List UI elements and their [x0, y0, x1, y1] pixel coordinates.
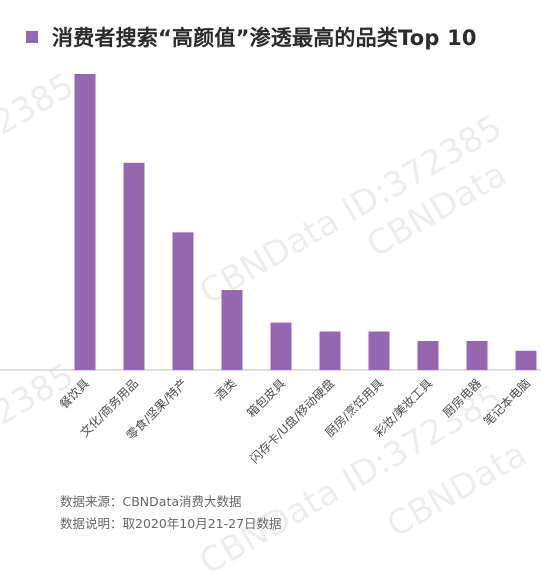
bar-9 — [466, 340, 488, 370]
bar-5 — [270, 322, 292, 370]
bar-6 — [319, 331, 341, 370]
bar-7 — [368, 331, 390, 370]
data-period-note: 数据说明：取2020年10月21-27日数据 — [60, 516, 282, 531]
x-tick-label: 餐饮具 — [56, 376, 92, 412]
x-tick-label: 箱包皮具 — [244, 376, 289, 421]
x-tick-label: 闪存卡/U盘/移动硬盘 — [247, 376, 337, 466]
legend-swatch — [26, 31, 38, 43]
x-tick-label: 厨房电器 — [440, 376, 485, 421]
bar-3 — [172, 232, 194, 370]
footnotes: 数据来源：CBNData消费大数据 数据说明：取2020年10月21-27日数据 — [60, 491, 282, 535]
data-source-note: 数据来源：CBNData消费大数据 — [60, 494, 242, 509]
chart-header: 消费者搜索“高颜值”渗透最高的品类Top 10 — [26, 22, 477, 52]
bar-1 — [74, 74, 96, 370]
chart-title: 消费者搜索“高颜值”渗透最高的品类Top 10 — [52, 26, 477, 50]
x-tick-label: 笔记本电脑 — [480, 376, 533, 429]
bar-4 — [221, 290, 243, 370]
bar-10 — [515, 350, 537, 370]
bar-8 — [417, 340, 439, 370]
bar-2 — [123, 162, 145, 370]
x-tick-label: 酒类 — [212, 376, 239, 403]
